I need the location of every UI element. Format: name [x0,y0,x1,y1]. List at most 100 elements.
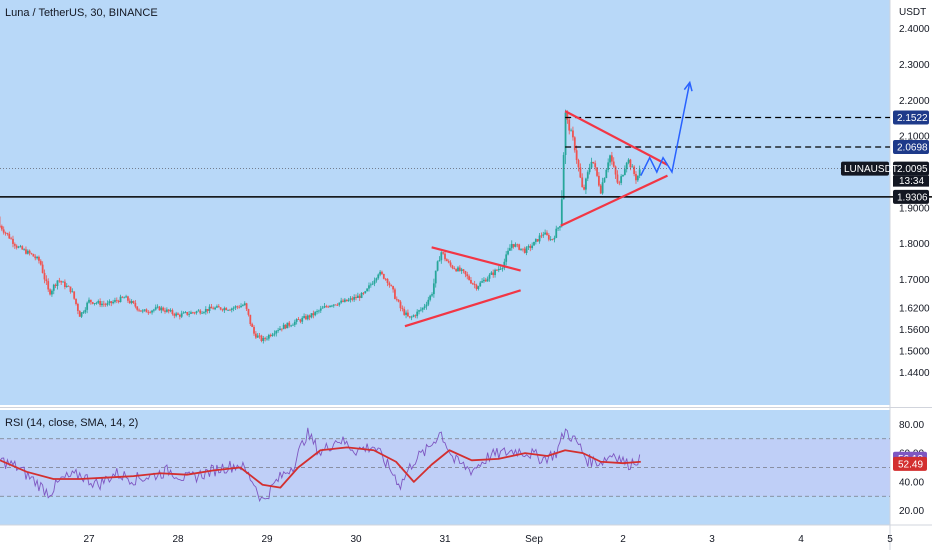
candle-body [23,249,26,251]
candle-body [284,324,287,329]
candle-body [115,300,118,301]
candle-body [379,271,382,275]
candle-body [431,294,433,296]
candle-body [334,304,337,306]
candle-body [512,243,515,247]
candle-body [210,306,213,309]
candle-body [418,310,420,312]
candle-body [479,282,482,287]
candle-body [282,324,285,330]
candle-body [520,248,522,250]
rsi-tick-label: 80.00 [899,420,924,431]
candle-body [76,303,79,311]
candle-body [629,159,632,168]
candle-body [373,280,376,284]
candle-body [158,306,161,311]
candle-body [234,306,237,308]
candle-body [38,256,40,261]
candle-body [369,284,372,286]
price-pane-background [0,0,890,405]
candlestick-series [0,109,641,344]
candle-body [303,316,305,318]
candle-body [56,280,59,286]
candle-body [101,303,103,306]
candle-body [594,163,597,168]
candle-body [19,246,22,248]
candle-body [581,177,584,188]
candle-body [534,239,537,242]
candle-body [486,278,489,282]
candle-body [249,314,252,325]
price-tick-label: 1.8000 [899,239,930,250]
time-tick-label: 4 [798,534,804,545]
candle-body [17,246,20,248]
candle-body [297,319,300,320]
candle-body [412,315,415,317]
trendline [564,110,669,166]
candle-body [330,305,333,307]
candle-body [184,312,187,313]
candle-body [416,311,419,317]
candle-body [442,252,445,254]
candle-body [329,305,331,308]
candle-body [403,309,406,315]
candle-body [180,313,183,317]
candle-body [356,295,359,298]
time-tick-label: 31 [439,534,451,545]
candle-body [466,274,469,277]
candle-body [217,306,220,308]
candle-body [236,306,239,308]
candle-body [375,278,378,281]
candle-body [596,167,598,176]
candle-body [342,300,344,302]
candle-body [605,169,608,178]
candle-body [397,299,400,302]
candle-body [125,296,127,298]
candle-body [91,302,94,304]
candle-body [279,328,281,331]
candle-body [99,301,102,306]
candle-body [451,265,454,269]
candle-body [468,276,471,280]
candle-body [106,303,109,305]
candle-body [186,312,189,315]
candle-body [80,312,83,317]
candle-body [555,228,558,238]
candle-body [455,269,458,272]
candle-body [488,274,491,279]
candle-body [401,308,404,310]
candle-body [429,295,432,300]
candle-body [32,254,35,257]
rsi-label: RSI (14, close, SMA, 14, 2) [5,417,138,429]
candle-body [390,285,393,287]
candle-body [529,246,532,248]
price-tag [893,161,929,176]
time-tick-label: 29 [261,534,273,545]
projection-arrowhead [683,80,693,92]
candle-body [423,306,426,308]
candle-body [586,172,589,179]
candle-body [227,309,229,311]
candle-body [597,175,600,186]
price-tick-label: 1.4400 [899,368,930,379]
candle-body [336,304,339,306]
candle-body [527,246,530,248]
candle-body [201,312,204,314]
candle-body [575,150,578,161]
time-tick-label: Sep [525,534,543,545]
candle-body [321,307,324,309]
candle-body [358,295,361,298]
candle-body [104,304,107,306]
candle-body [216,306,218,308]
candle-body [28,250,31,254]
candle-body [440,252,443,261]
time-tick-label: 28 [172,534,184,545]
time-tick-label: 3 [709,534,715,545]
candle-body [510,243,513,249]
candle-body [481,281,483,283]
time-tick-label: 5 [887,534,893,545]
candle-body [347,299,350,302]
candle-body [54,284,57,286]
candle-body [377,274,380,279]
